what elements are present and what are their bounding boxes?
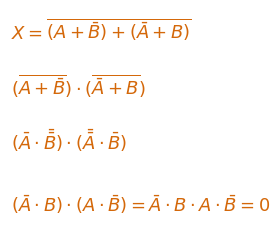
Text: $(\overline{\mathit{A}+\bar{\mathit{B}}})\cdot(\overline{\bar{\mathit{A}}+\mathi: $(\overline{\mathit{A}+\bar{\mathit{B}}}… — [11, 73, 146, 101]
Text: $(\bar{\mathit{A}}\cdot \mathit{B})\cdot(\mathit{A}\cdot\bar{\mathit{B}})=\bar{\: $(\bar{\mathit{A}}\cdot \mathit{B})\cdot… — [11, 193, 270, 216]
Text: $(\bar{\mathit{A}}\cdot\bar{\bar{\mathit{B}}})\cdot(\bar{\bar{\mathit{A}}}\cdot\: $(\bar{\mathit{A}}\cdot\bar{\bar{\mathit… — [11, 128, 127, 154]
Text: $\mathit{X} = \overline{(\mathit{A}+\bar{\mathit{B}})+(\bar{\mathit{A}}+\mathit{: $\mathit{X} = \overline{(\mathit{A}+\bar… — [11, 17, 192, 44]
